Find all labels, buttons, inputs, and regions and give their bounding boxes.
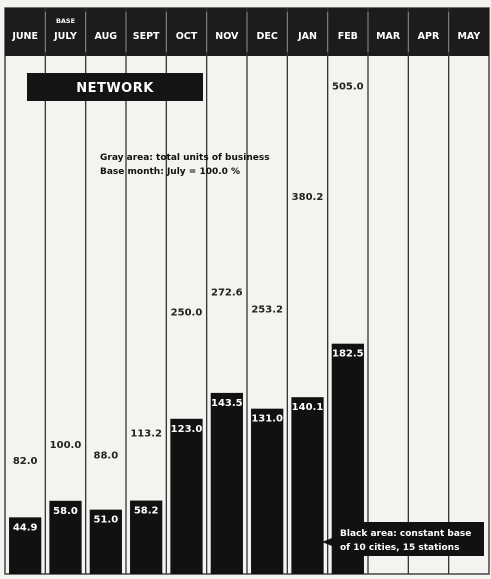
month-label-jan: JAN (297, 31, 317, 42)
chart-title: NETWORK (76, 81, 154, 96)
black-value-label: 140.1 (292, 402, 324, 413)
month-label-apr: APR (418, 31, 440, 42)
gray-value-label: 272.6 (211, 287, 243, 298)
black-value-label: 44.9 (13, 522, 38, 533)
month-label-aug: AUG (95, 31, 118, 42)
gray-value-label: 82.0 (13, 456, 38, 467)
black-value-label: 58.2 (134, 506, 159, 517)
month-label-feb: FEB (338, 31, 358, 42)
month-label-july: JULY (53, 31, 77, 42)
black-bar (251, 408, 284, 574)
month-label-oct: OCT (176, 31, 198, 42)
black-bar (210, 392, 243, 574)
gray-area-note-line2: Base month: July = 100.0 % (100, 167, 240, 177)
gray-value-label: 253.2 (251, 304, 283, 315)
black-value-label: 58.0 (53, 506, 78, 517)
gray-value-label: 88.0 (93, 451, 118, 462)
black-area-note-line1: Black area: constant base (340, 529, 471, 539)
base-marker-label: BASE (56, 17, 75, 25)
gray-value-label: 250.0 (171, 307, 203, 318)
black-bar (89, 509, 122, 574)
month-label-dec: DEC (256, 31, 277, 42)
black-bar (130, 500, 163, 574)
black-value-label: 182.5 (332, 349, 364, 360)
month-label-mar: MAR (376, 31, 401, 42)
black-value-label: 123.0 (171, 424, 203, 435)
month-label-may: MAY (457, 31, 480, 42)
month-label-nov: NOV (215, 31, 239, 42)
month-label-sept: SEPT (133, 31, 160, 42)
gray-value-label: 113.2 (130, 428, 162, 439)
gray-value-label: 380.2 (292, 192, 324, 203)
gray-value-label: 505.0 (332, 82, 364, 93)
black-bar (9, 517, 42, 574)
black-value-label: 143.5 (211, 398, 243, 409)
month-label-june: JUNE (11, 31, 38, 42)
title-box (27, 73, 203, 101)
black-area-note-line2: of 10 cities, 15 stations (340, 543, 459, 553)
black-value-label: 131.0 (251, 414, 283, 425)
black-bar (170, 418, 203, 574)
black-value-label: 51.0 (93, 515, 118, 526)
black-note-pointer (322, 538, 332, 546)
gray-value-label: 100.0 (50, 440, 82, 451)
gray-area-note-line1: Gray area: total units of business (100, 153, 270, 163)
black-bar (291, 397, 324, 574)
black-bar (49, 500, 82, 574)
black-note-box (332, 522, 484, 556)
